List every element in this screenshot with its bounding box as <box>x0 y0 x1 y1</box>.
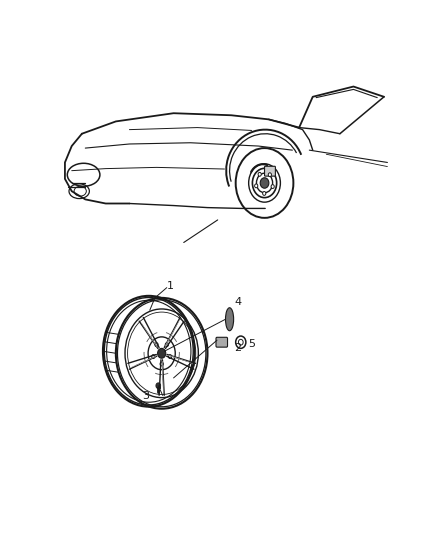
Circle shape <box>238 340 243 345</box>
FancyBboxPatch shape <box>265 166 276 176</box>
Circle shape <box>156 383 161 389</box>
Circle shape <box>158 349 166 358</box>
Circle shape <box>160 362 163 366</box>
Circle shape <box>268 173 272 176</box>
Circle shape <box>263 191 266 196</box>
Circle shape <box>260 177 269 188</box>
Text: 3: 3 <box>142 391 149 401</box>
Circle shape <box>152 354 155 359</box>
Text: 5: 5 <box>248 340 255 349</box>
Text: 1: 1 <box>167 280 173 290</box>
Circle shape <box>165 343 169 346</box>
Circle shape <box>169 354 172 359</box>
Text: 2: 2 <box>234 343 242 353</box>
Circle shape <box>155 343 158 346</box>
Ellipse shape <box>226 308 233 330</box>
Circle shape <box>254 184 258 188</box>
FancyBboxPatch shape <box>216 337 227 347</box>
Circle shape <box>258 172 261 176</box>
Text: 4: 4 <box>234 297 242 307</box>
Circle shape <box>271 184 274 189</box>
